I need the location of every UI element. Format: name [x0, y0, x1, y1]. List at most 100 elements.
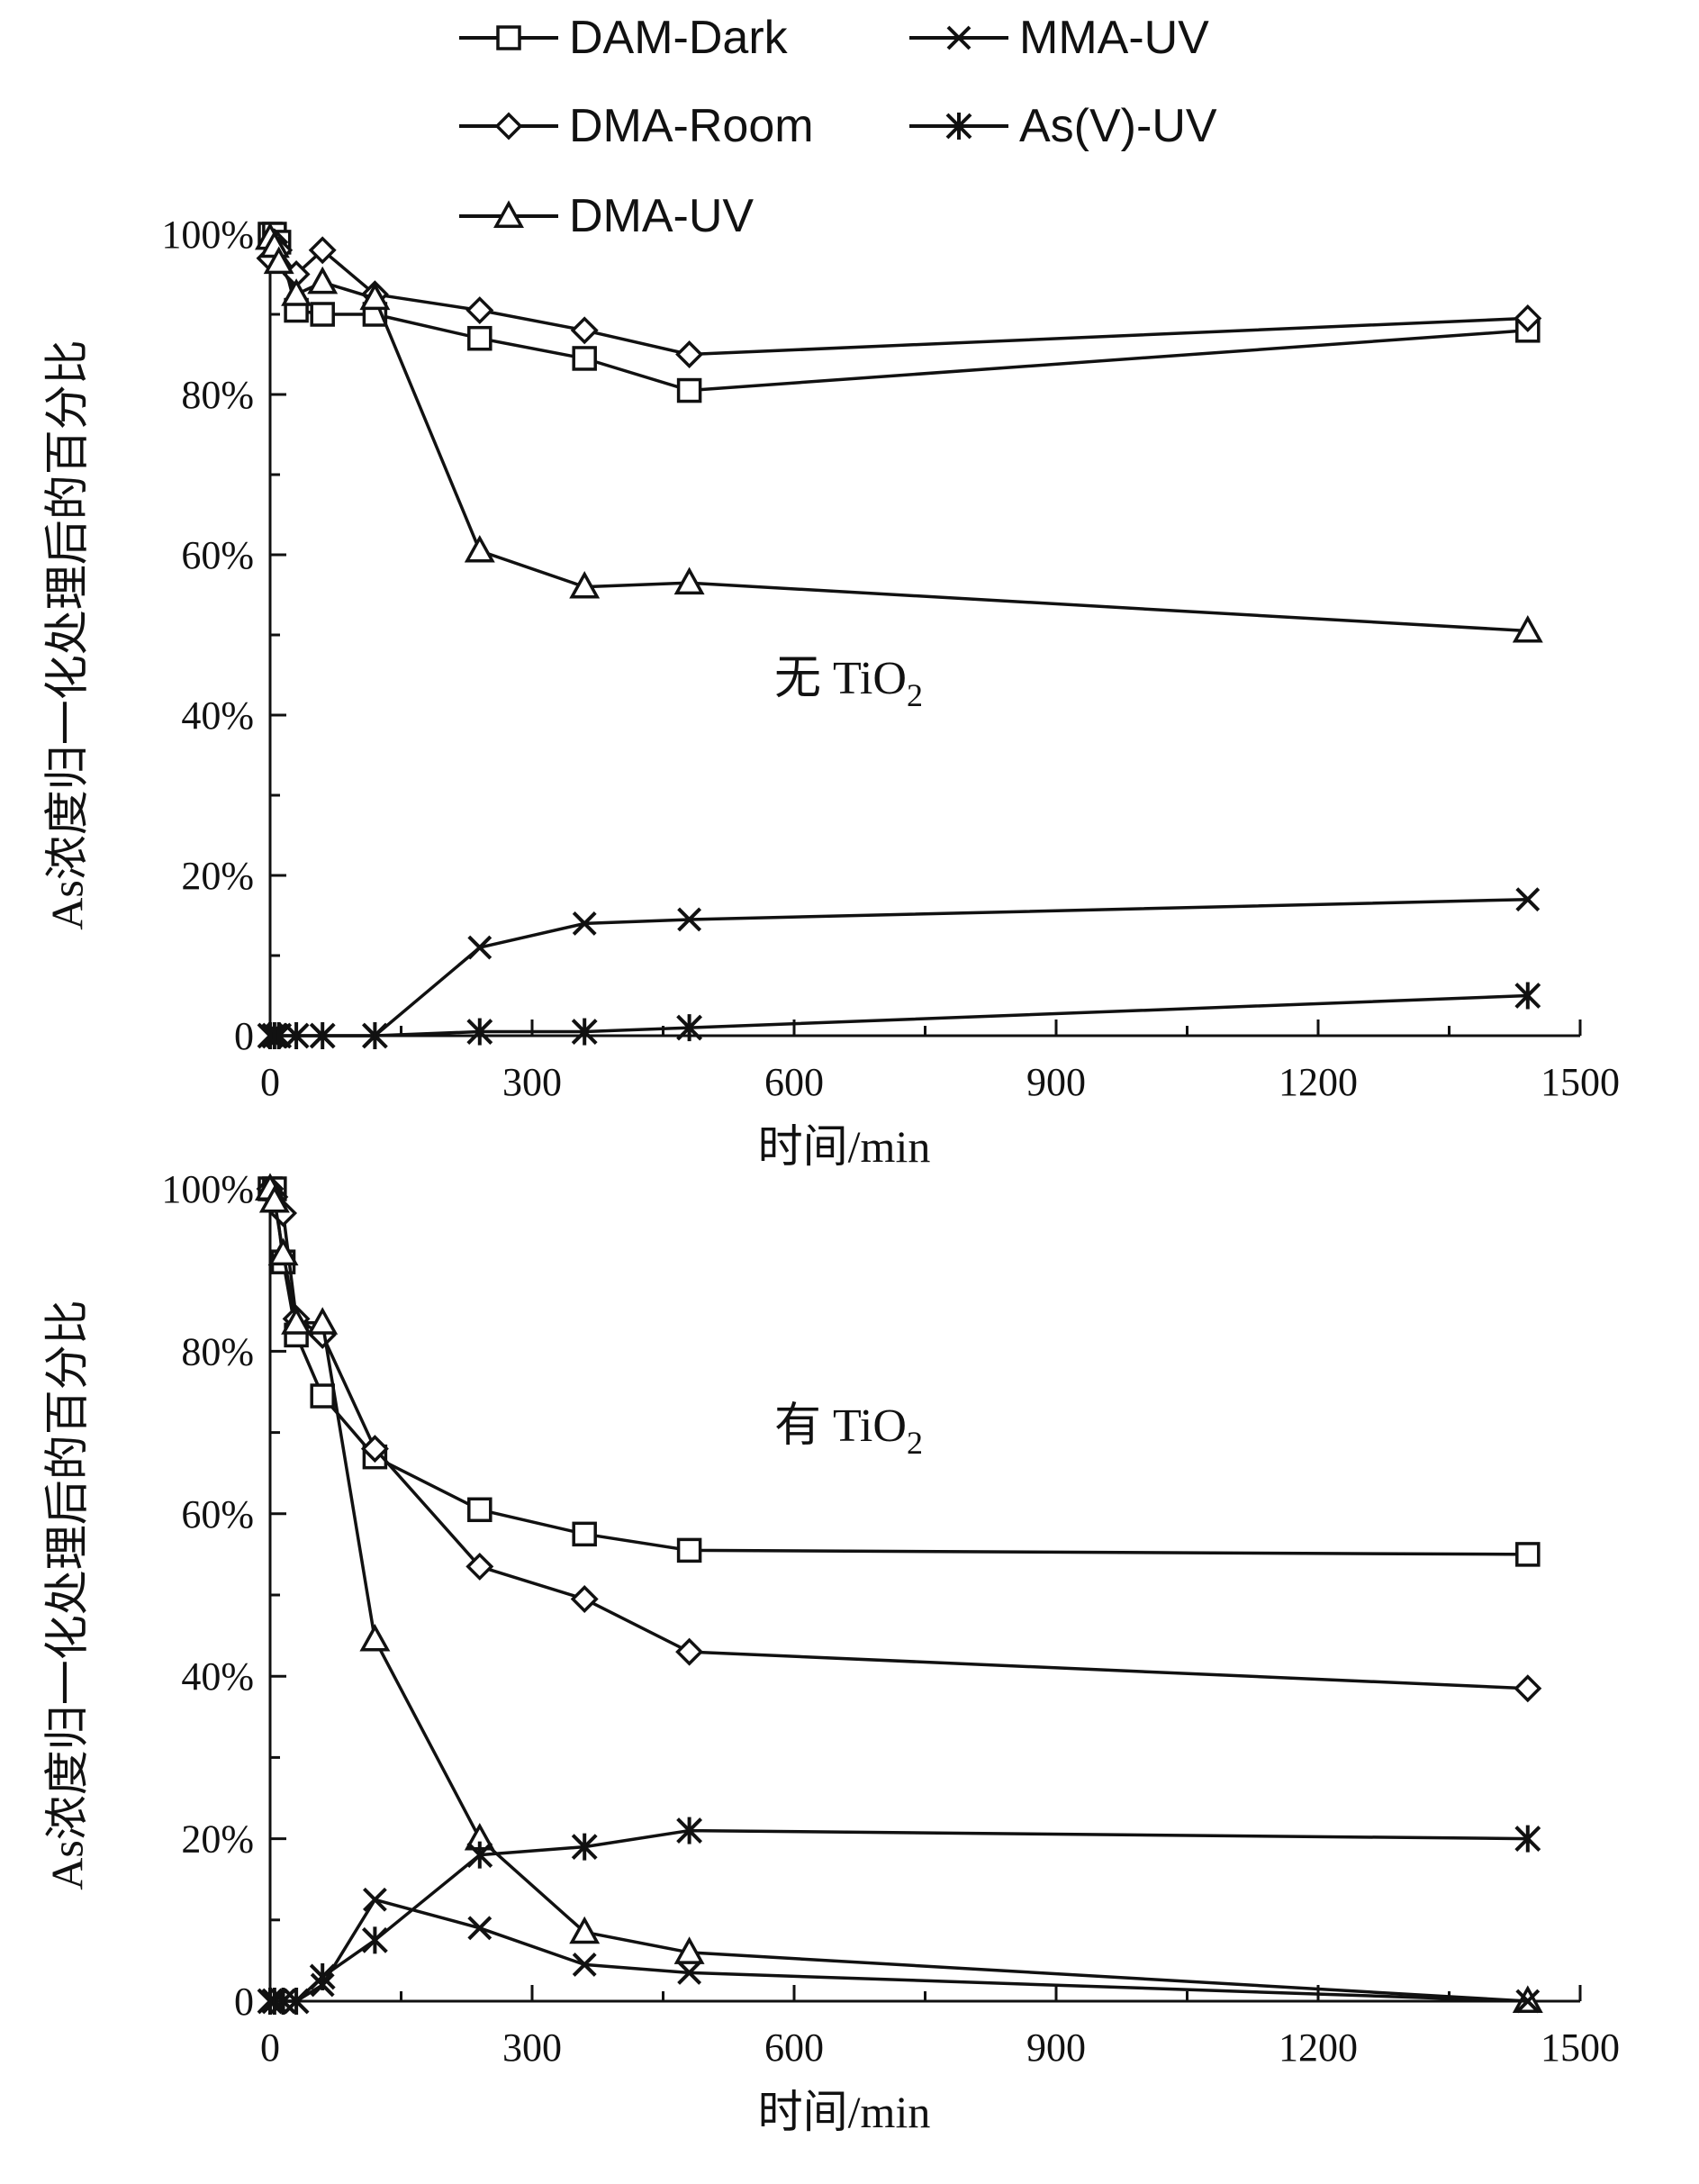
x-axis-title: 时间/min: [758, 1121, 931, 1172]
data-point: [571, 1833, 598, 1861]
data-point: [309, 1022, 336, 1049]
data-point: [309, 1962, 336, 1990]
data-point: [283, 1988, 310, 2015]
series-dma-uv: [255, 1173, 1543, 2013]
data-point: [1515, 1542, 1541, 1567]
series-line: [270, 232, 1528, 393]
series-line: [268, 237, 1528, 633]
data-point: [360, 1435, 389, 1464]
data-point: [571, 1018, 598, 1046]
chart-bottom: 0 300 600 900 1200 1500 0 20% 40% 60% 80% 100% 时间/mi…: [41, 1167, 1620, 2137]
panel-annotation: 无 TiO2: [774, 653, 923, 713]
y-tick-label: 20%: [181, 1817, 254, 1862]
y-tick-label: 0: [234, 1014, 254, 1058]
y-axis-title: As浓度归一化处理后的百分比: [41, 1300, 92, 1890]
data-point: [467, 935, 493, 960]
x-tick-label: 1200: [1279, 2025, 1358, 2070]
y-tick-label: 80%: [181, 373, 254, 417]
series-mma-uv: [258, 1887, 1541, 2014]
legend-label: As(V)-UV: [1019, 100, 1217, 152]
data-point: [1514, 1825, 1541, 1853]
chart-top: 0 300 600 900 1200 1500 0 20% 40% 60% 80% 100% 时间/mi…: [41, 213, 1620, 1172]
y-tick-label: 40%: [181, 693, 254, 738]
legend-item-dma-uv: DMA-UV: [459, 190, 754, 242]
data-point: [676, 1014, 703, 1042]
data-point: [570, 1585, 599, 1613]
series-as-v-uv: [257, 1817, 1541, 2015]
data-point: [263, 246, 294, 275]
data-point: [572, 911, 597, 936]
data-point: [261, 1022, 288, 1049]
data-point: [267, 1237, 299, 1266]
x-tick-label: 300: [502, 2025, 562, 2070]
data-point: [310, 302, 335, 327]
data-point: [675, 1637, 704, 1666]
data-point: [1515, 1989, 1541, 2014]
y-tick-label: 100%: [161, 213, 254, 257]
data-point: [675, 340, 704, 368]
x-tick-label: 900: [1026, 1060, 1086, 1104]
data-point: [465, 1552, 494, 1581]
data-point: [572, 1952, 597, 1977]
x-tick-label: 1200: [1279, 1060, 1358, 1104]
data-point: [676, 1537, 702, 1563]
x-tick-label: 1500: [1541, 2025, 1620, 2070]
series-dam-dark: [258, 222, 1541, 403]
data-point: [1514, 982, 1541, 1010]
legend-marker-asterisk: [945, 113, 972, 140]
data-point: [310, 1383, 335, 1409]
panel-annotation: 有 TiO2: [774, 1400, 923, 1461]
x-tick-label: 0: [260, 1060, 280, 1104]
series-mma-uv: [258, 887, 1541, 1048]
x-tick-label: 1500: [1541, 1060, 1620, 1104]
data-point: [570, 316, 599, 345]
x-tick-label: 300: [502, 1060, 562, 1104]
data-point: [362, 1887, 387, 1912]
data-point: [464, 534, 495, 563]
legend-marker-x: [946, 25, 972, 50]
data-point: [361, 1022, 388, 1049]
data-point: [572, 346, 597, 371]
data-point: [258, 1184, 290, 1213]
data-point: [677, 1961, 702, 1985]
data-point: [359, 282, 391, 311]
series-dma-room: [256, 228, 1542, 368]
series-line: [268, 240, 1528, 357]
legend-item-dma-room: DMA-Room: [459, 100, 814, 152]
data-point: [1515, 887, 1541, 912]
axes: 0 300 600 900 1200 1500 0 20% 40% 60% 80% 100%: [161, 213, 1620, 1104]
data-point: [281, 1307, 312, 1335]
y-tick-label: 0: [234, 1980, 254, 2024]
series-line: [270, 1828, 1528, 2003]
data-point: [673, 566, 705, 595]
y-tick-label: 20%: [181, 854, 254, 898]
series-line: [270, 993, 1528, 1038]
legend-item-as-v-uv: As(V)-UV: [909, 100, 1217, 152]
series-line: [270, 1187, 1528, 1556]
data-point: [465, 296, 494, 325]
data-point: [676, 1817, 703, 1844]
y-tick-label: 40%: [181, 1654, 254, 1699]
data-point: [281, 278, 312, 306]
x-tick-label: 0: [260, 2025, 280, 2070]
legend-marker-square: [496, 25, 521, 50]
series-dma-uv: [255, 222, 1543, 643]
data-point: [283, 1022, 310, 1049]
legend-marker-triangle: [493, 200, 524, 228]
data-point: [466, 1841, 493, 1869]
x-tick-label: 600: [764, 2025, 824, 2070]
x-tick-label: 900: [1026, 2025, 1086, 2070]
data-point: [308, 236, 337, 265]
data-point: [676, 377, 702, 403]
legend-label: DAM-Dark: [569, 12, 789, 64]
y-axis-title: As浓度归一化处理后的百分比: [41, 340, 92, 930]
legend-marker-diamond: [494, 112, 523, 140]
data-point: [467, 1916, 493, 1941]
y-tick-label: 100%: [161, 1167, 254, 1211]
series-line: [268, 1188, 1528, 2003]
legend-label: DMA-UV: [569, 190, 754, 242]
data-point: [467, 325, 493, 351]
data-point: [1512, 614, 1543, 643]
legend-label: MMA-UV: [1019, 12, 1209, 64]
